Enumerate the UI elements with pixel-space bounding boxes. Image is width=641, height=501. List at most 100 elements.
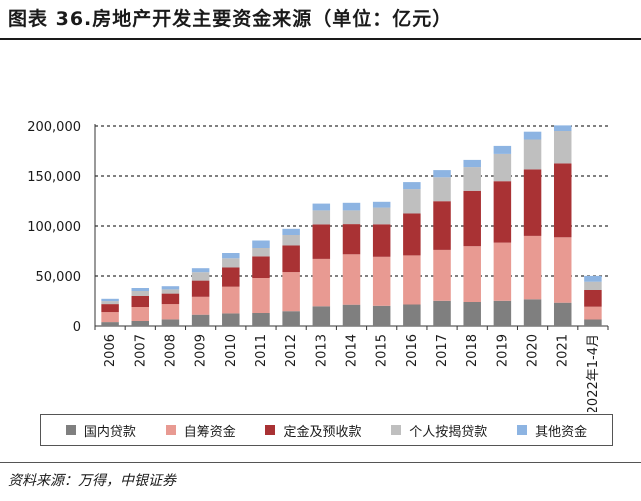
- bar-segment: [222, 313, 240, 326]
- bar-segment: [161, 286, 180, 290]
- bar-segment: [131, 307, 150, 321]
- bar-segment: [463, 190, 481, 247]
- bar-segment: [372, 201, 391, 208]
- title-underline: [0, 38, 641, 40]
- bar-segment: [282, 228, 300, 235]
- bar-segment: [372, 256, 391, 306]
- bar-segment: [553, 237, 572, 303]
- bar-segment: [342, 304, 361, 326]
- legend-label: 定金及预收款: [283, 424, 362, 440]
- bar-segment: [131, 288, 150, 291]
- x-tick-label: 2021: [556, 334, 571, 367]
- bar-segment: [403, 182, 421, 190]
- bar-segment: [222, 286, 240, 314]
- bar-segment: [523, 235, 542, 300]
- bar-segment: [191, 296, 210, 315]
- bar-segment: [252, 248, 270, 257]
- bar-segment: [131, 296, 150, 307]
- bar-segment: [342, 224, 361, 255]
- legend-swatch: [265, 425, 276, 435]
- bar-segment: [433, 201, 451, 250]
- bar-segment: [433, 170, 451, 178]
- y-tick-label: 100,000: [27, 220, 81, 235]
- bar-segment: [312, 203, 331, 211]
- bar-segment: [403, 189, 421, 214]
- legend-swatch: [65, 425, 76, 435]
- x-tick-label: 2013: [314, 334, 329, 367]
- bar-segment: [222, 267, 240, 287]
- chart-canvas: 0 50,000 100,000 150,000 200,000 2006 2007 2008…: [27, 120, 609, 412]
- bar-segment: [584, 319, 602, 326]
- bar-segment: [252, 278, 270, 313]
- bar-segment: [553, 131, 572, 164]
- x-tick-label: 2022年1-4月: [586, 334, 601, 412]
- bar-segment: [101, 298, 119, 302]
- stacked-bar-chart: 0 50,000 100,000 150,000 200,000 2006 2007 2008…: [0, 40, 641, 460]
- bar-segment: [463, 159, 481, 168]
- x-tick-label: 2018: [465, 334, 480, 367]
- bar-segment: [161, 304, 180, 320]
- bar-segment: [101, 322, 119, 326]
- legend-item: 国内贷款: [65, 421, 136, 440]
- x-tick-label: 2014: [345, 334, 360, 367]
- legend-label: 其他资金: [535, 424, 588, 440]
- figure-title: 图表 36.房地产开发主要资金来源（单位：亿元）: [8, 8, 453, 30]
- bar-segment: [493, 145, 512, 154]
- bar-segment: [493, 181, 512, 243]
- legend-label: 个人按揭贷款: [409, 424, 488, 440]
- x-tick-label: 2011: [254, 334, 269, 367]
- bar-segment: [312, 258, 331, 307]
- bar-segment: [161, 289, 180, 294]
- bar-segment: [131, 321, 150, 326]
- bar-segment: [161, 293, 180, 305]
- bar-segment: [342, 210, 361, 225]
- x-tick-label: 2006: [103, 334, 118, 367]
- bar-segment: [493, 242, 512, 301]
- bar-segment: [523, 139, 542, 170]
- bar-segment: [282, 272, 300, 312]
- bar-segment: [433, 177, 451, 202]
- bar-segment: [584, 306, 602, 320]
- x-tick-label: 2007: [133, 334, 148, 367]
- legend-item: 定金及预收款: [265, 421, 362, 440]
- legend-label: 自筹资金: [183, 424, 236, 440]
- bar-segment: [101, 301, 119, 305]
- legend-item: 自筹资金: [165, 421, 236, 440]
- bar-segment: [282, 235, 300, 246]
- bar-segment: [463, 246, 481, 302]
- bar-segment: [523, 131, 542, 140]
- bar-segment: [222, 258, 240, 268]
- x-tick-label: 2010: [224, 334, 239, 367]
- bar-segment: [342, 254, 361, 305]
- bar-segment: [222, 253, 240, 259]
- bar-segment: [342, 202, 361, 211]
- bar-segment: [312, 224, 331, 259]
- y-tick-label: 0: [73, 320, 81, 335]
- x-tick-label: 2012: [284, 334, 299, 367]
- y-tick-label: 50,000: [36, 270, 82, 285]
- x-tick-label: 2019: [495, 334, 510, 367]
- x-tick-label: 2020: [526, 334, 541, 367]
- bar-segment: [523, 169, 542, 236]
- legend-item: 其他资金: [517, 421, 587, 440]
- bar-segment: [463, 302, 481, 326]
- y-tick-label: 150,000: [27, 170, 81, 185]
- bar-segment: [372, 207, 391, 225]
- x-tick-label: 2009: [194, 334, 209, 367]
- bar-segment: [553, 163, 572, 238]
- bar-segment: [553, 125, 572, 131]
- chart-legend: 国内贷款 自筹资金 定金及预收款 个人按揭贷款 其他资金: [40, 414, 613, 446]
- bar-segment: [191, 268, 210, 273]
- bar-segment: [584, 275, 602, 282]
- source-divider: [0, 462, 641, 463]
- bar-segment: [312, 210, 331, 225]
- bar-segment: [282, 245, 300, 273]
- bar-segment: [403, 213, 421, 256]
- source-note: 资料来源：万得，中银证券: [8, 473, 176, 489]
- x-tick-label: 2008: [163, 334, 178, 367]
- bar-segment: [101, 304, 119, 313]
- bar-segment: [433, 300, 451, 326]
- bar-segment: [553, 302, 572, 326]
- bar-segment: [191, 272, 210, 281]
- legend-swatch: [165, 425, 176, 435]
